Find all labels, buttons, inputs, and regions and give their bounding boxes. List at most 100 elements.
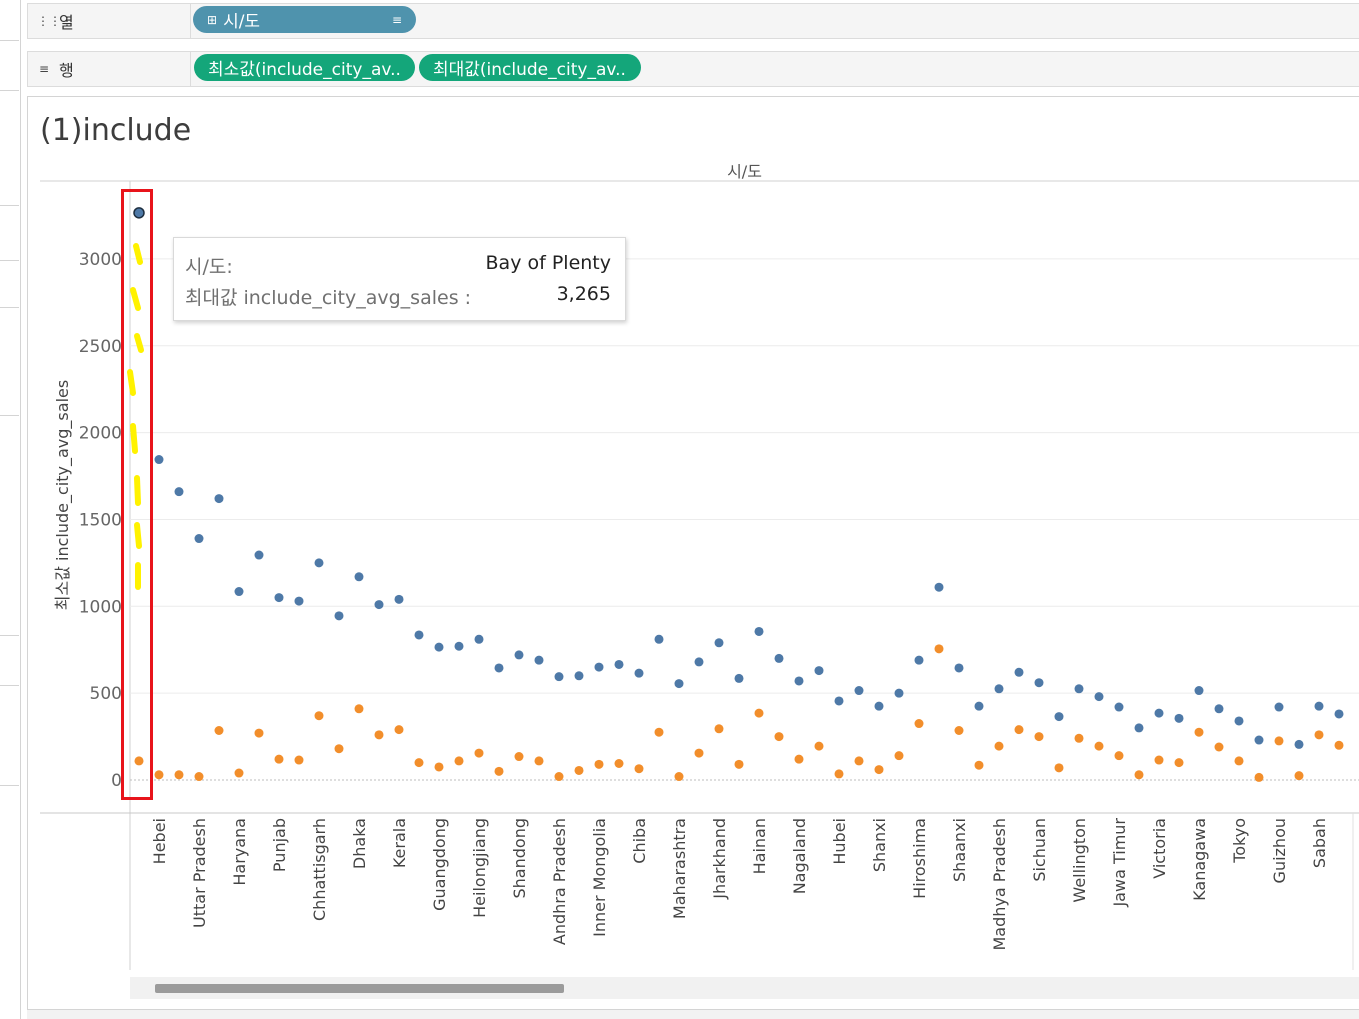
min-point[interactable]	[214, 725, 224, 735]
max-point[interactable]	[934, 582, 944, 592]
horizontal-scrollbar[interactable]	[130, 977, 1359, 999]
min-point[interactable]	[554, 772, 564, 782]
min-point[interactable]	[754, 708, 764, 718]
min-point[interactable]	[574, 765, 584, 775]
max-point[interactable]	[1154, 708, 1164, 718]
max-point[interactable]	[354, 572, 364, 582]
max-point[interactable]	[694, 657, 704, 667]
max-point[interactable]	[574, 671, 584, 681]
min-point[interactable]	[974, 760, 984, 770]
max-point[interactable]	[794, 676, 804, 686]
max-point[interactable]	[1114, 702, 1124, 712]
max-point[interactable]	[554, 672, 564, 682]
max-point[interactable]	[614, 659, 624, 669]
min-point[interactable]	[174, 770, 184, 780]
max-point[interactable]	[1334, 709, 1344, 719]
min-point[interactable]	[394, 725, 404, 735]
min-point[interactable]	[794, 754, 804, 764]
max-point[interactable]	[894, 688, 904, 698]
max-point[interactable]	[754, 626, 764, 636]
min-point[interactable]	[654, 727, 664, 737]
max-point[interactable]	[654, 634, 664, 644]
max-point[interactable]	[1134, 723, 1144, 733]
max-point[interactable]	[774, 653, 784, 663]
min-point[interactable]	[1054, 763, 1064, 773]
min-point[interactable]	[414, 758, 424, 768]
min-point[interactable]	[254, 728, 264, 738]
max-point[interactable]	[914, 655, 924, 665]
min-point[interactable]	[454, 756, 464, 766]
min-point[interactable]	[854, 756, 864, 766]
min-point[interactable]	[234, 768, 244, 778]
rows-pill-max[interactable]: 최대값(include_city_av..	[419, 54, 641, 81]
min-point[interactable]	[694, 748, 704, 758]
max-point[interactable]	[674, 679, 684, 689]
max-point[interactable]	[1034, 678, 1044, 688]
rows-pill-min[interactable]: 최소값(include_city_av..	[194, 54, 415, 81]
max-point[interactable]	[414, 630, 424, 640]
min-point[interactable]	[1114, 751, 1124, 761]
max-point[interactable]	[874, 701, 884, 711]
min-point[interactable]	[914, 719, 924, 729]
min-point[interactable]	[734, 759, 744, 769]
max-point[interactable]	[474, 634, 484, 644]
max-point[interactable]	[314, 558, 324, 568]
min-point[interactable]	[1254, 772, 1264, 782]
min-point[interactable]	[934, 644, 944, 654]
max-point[interactable]	[154, 455, 164, 465]
max-point[interactable]	[274, 593, 284, 603]
max-point[interactable]	[1074, 684, 1084, 694]
min-point[interactable]	[1174, 758, 1184, 768]
max-point[interactable]	[254, 550, 264, 560]
max-point[interactable]	[854, 686, 864, 696]
min-point[interactable]	[534, 756, 544, 766]
max-point[interactable]	[133, 207, 145, 219]
min-point[interactable]	[194, 772, 204, 782]
max-point[interactable]	[734, 673, 744, 683]
max-point[interactable]	[494, 663, 504, 673]
min-point[interactable]	[1214, 742, 1224, 752]
max-point[interactable]	[954, 663, 964, 673]
min-point[interactable]	[434, 762, 444, 772]
min-point[interactable]	[814, 741, 824, 751]
max-point[interactable]	[714, 638, 724, 648]
max-point[interactable]	[1254, 735, 1264, 745]
max-point[interactable]	[834, 696, 844, 706]
min-point[interactable]	[614, 758, 624, 768]
max-point[interactable]	[174, 487, 184, 497]
min-point[interactable]	[714, 724, 724, 734]
min-point[interactable]	[1074, 733, 1084, 743]
max-point[interactable]	[814, 666, 824, 676]
max-point[interactable]	[1014, 667, 1024, 677]
max-point[interactable]	[434, 642, 444, 652]
min-point[interactable]	[894, 751, 904, 761]
max-point[interactable]	[454, 641, 464, 651]
min-point[interactable]	[834, 769, 844, 779]
max-point[interactable]	[234, 587, 244, 597]
max-point[interactable]	[514, 650, 524, 660]
min-point[interactable]	[314, 711, 324, 721]
min-point[interactable]	[494, 766, 504, 776]
min-point[interactable]	[1314, 730, 1324, 740]
min-point[interactable]	[514, 752, 524, 762]
max-point[interactable]	[1054, 712, 1064, 722]
max-point[interactable]	[994, 684, 1004, 694]
min-point[interactable]	[1274, 736, 1284, 746]
min-point[interactable]	[294, 755, 304, 765]
max-point[interactable]	[394, 594, 404, 604]
min-point[interactable]	[774, 732, 784, 742]
max-point[interactable]	[334, 611, 344, 621]
min-point[interactable]	[634, 764, 644, 774]
min-point[interactable]	[334, 744, 344, 754]
min-point[interactable]	[374, 730, 384, 740]
max-point[interactable]	[1174, 713, 1184, 723]
min-point[interactable]	[1234, 756, 1244, 766]
min-point[interactable]	[674, 772, 684, 782]
min-point[interactable]	[1294, 771, 1304, 781]
min-point[interactable]	[474, 748, 484, 758]
max-point[interactable]	[1234, 716, 1244, 726]
max-point[interactable]	[1094, 692, 1104, 702]
max-point[interactable]	[634, 668, 644, 678]
min-point[interactable]	[354, 704, 364, 714]
min-point[interactable]	[1194, 727, 1204, 737]
